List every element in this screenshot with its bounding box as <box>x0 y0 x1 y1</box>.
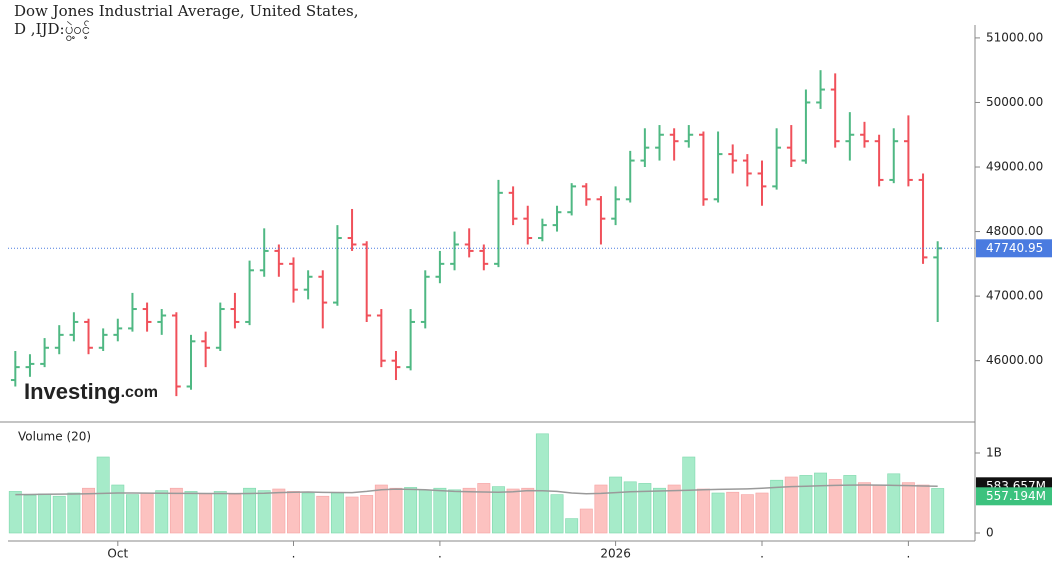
volume-bar <box>8 491 22 534</box>
volume-bar <box>623 481 637 534</box>
volume-bar <box>169 487 183 534</box>
brand-name: Investing <box>24 379 121 404</box>
volume-bar <box>887 473 901 534</box>
volume-bar <box>360 495 374 534</box>
volume-bar <box>418 489 432 534</box>
volume-bar <box>257 490 271 534</box>
volume-bar <box>477 483 491 534</box>
volume-bar <box>23 495 37 534</box>
volume-bar <box>901 482 915 534</box>
x-tick-label: . <box>438 547 442 561</box>
volume-bar <box>243 487 257 534</box>
y-tick-label: 46000.00 <box>986 353 1043 367</box>
volume-bar <box>740 494 754 534</box>
volume-bar <box>506 488 520 534</box>
volume-bar <box>814 472 828 534</box>
volume-bar <box>374 484 388 534</box>
volume-bar <box>696 488 710 534</box>
ohlc-bars <box>10 70 943 397</box>
volume-bar <box>38 493 52 534</box>
volume-bar <box>345 496 359 534</box>
volume-bar <box>872 484 886 534</box>
volume-bar <box>843 475 857 534</box>
volume-bar <box>52 495 66 534</box>
volume-bar <box>82 487 95 534</box>
volume-bar <box>213 491 227 534</box>
volume-bar <box>316 495 330 534</box>
volume-bar <box>667 484 681 534</box>
y-tick-label: 1B <box>986 446 1002 460</box>
volume-bar <box>916 484 930 534</box>
volume-bar <box>784 476 798 534</box>
x-tick-label: . <box>906 547 910 561</box>
x-tick-label: . <box>292 547 296 561</box>
volume-bar <box>301 492 315 534</box>
volume-bar <box>389 487 403 534</box>
brand-suffix: .com <box>121 384 158 401</box>
y-tick-label: 0 <box>986 526 994 540</box>
y-tick-label: 48000.00 <box>986 224 1043 238</box>
volume-bar <box>550 494 564 534</box>
volume-bar <box>125 494 139 534</box>
volume-bar <box>272 488 286 534</box>
volume-box <box>976 487 1052 506</box>
x-tick-label: . <box>760 547 764 561</box>
volume-bar <box>462 487 476 534</box>
chart-subtitle: D ,IJD:ပွဲ့ဝင့် <box>14 20 90 41</box>
volume-bar <box>594 484 608 534</box>
volume-bar <box>638 483 652 534</box>
volume-bar <box>155 490 169 534</box>
volume-bar <box>579 508 593 534</box>
volume-bar <box>653 487 666 534</box>
volume-bar <box>682 456 696 534</box>
volume-bar <box>565 518 579 534</box>
volume-bar <box>609 476 623 534</box>
volume-bar <box>404 487 418 534</box>
volume-bar <box>433 487 447 534</box>
y-tick-label: 51000.00 <box>986 30 1043 44</box>
volume-ma-line <box>15 484 938 496</box>
volume-bar <box>330 492 344 534</box>
volume-bar <box>111 484 125 534</box>
volume-bar <box>770 479 784 534</box>
volume-bar <box>96 456 110 534</box>
y-tick-label: 50000.00 <box>986 95 1043 109</box>
volume-bar <box>199 493 213 534</box>
x-tick-label: 2026 <box>600 547 631 561</box>
volume-bar <box>799 475 813 534</box>
volume-bar <box>492 486 505 534</box>
volume-bar <box>711 492 725 534</box>
last-price-box <box>976 239 1052 258</box>
volume-bar <box>828 479 842 534</box>
y-tick-label: 49000.00 <box>986 160 1043 174</box>
volume-bar <box>521 487 535 534</box>
y-tick-label: 47000.00 <box>986 289 1043 303</box>
volume-bar <box>184 491 198 534</box>
volume-bar <box>535 433 549 534</box>
volume-bar <box>726 491 740 534</box>
volume-label: 557.194M <box>986 489 1046 503</box>
volume-bar <box>67 492 81 534</box>
chart-title: Dow Jones Industrial Average, United Sta… <box>14 2 358 20</box>
volume-bar <box>228 494 242 534</box>
last-price-label: 47740.95 <box>986 241 1043 255</box>
volume-bar <box>931 488 945 534</box>
volume-title: Volume (20) <box>18 430 91 444</box>
volume-bar <box>287 491 300 534</box>
volume-bar <box>858 482 871 534</box>
volume-bar <box>755 492 769 534</box>
volume-bar <box>140 492 154 534</box>
brand-logo: Investing.com <box>24 379 158 404</box>
x-tick-label: Oct <box>107 547 128 561</box>
volume-bar <box>448 489 461 534</box>
